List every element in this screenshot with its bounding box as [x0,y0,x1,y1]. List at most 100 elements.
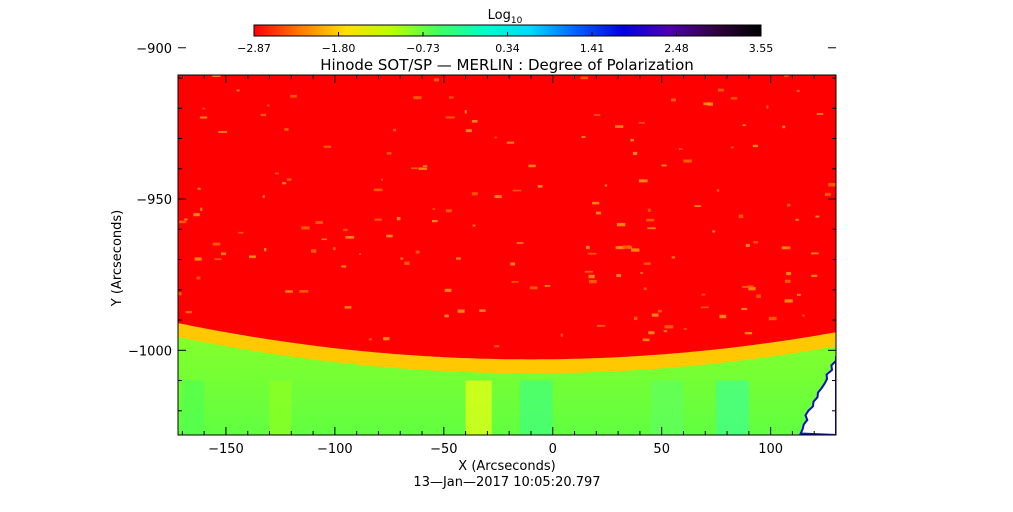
speckle [581,136,586,139]
speckle [815,215,820,218]
speckle [415,250,420,254]
speckle [323,145,332,148]
speckle [494,136,497,139]
speckle [632,151,638,156]
speckle [432,220,438,223]
speckle [671,256,675,259]
speckle [369,338,372,341]
off-limb-bright-patches [182,380,749,435]
colorbar-tick-label: 1.41 [580,42,605,55]
speckle [422,165,428,167]
speckle [544,284,551,287]
speckle [584,270,594,273]
speckle [381,178,384,181]
speckle [383,337,390,341]
speckle [510,262,516,266]
speckle [748,286,756,291]
speckle [712,230,716,233]
speckle [694,205,702,207]
speckle [647,227,656,230]
speckle [212,75,221,77]
y-axis: −900 −950 −1000 [128,42,836,412]
plot-frame [177,74,837,436]
colorbar-tick-label: 2.48 [664,42,689,55]
speckle [218,131,228,133]
speckle [797,293,801,296]
speckle [193,213,200,217]
speckle [683,159,692,163]
speckle [643,262,651,265]
x-tick-label: −50 [430,442,457,457]
speckle [784,299,793,303]
speckle [179,220,187,224]
speckle [432,208,436,210]
off-limb-patch [650,380,684,435]
speckle [345,236,355,239]
speckle [730,146,734,149]
speckle [290,94,297,98]
speckle [811,274,818,277]
speckle [796,89,800,93]
speckle [616,274,622,278]
speckle [264,248,267,252]
speckle [587,252,597,255]
speckle [663,330,668,333]
speckle [434,78,440,82]
speckle [471,120,478,123]
y-axis-label: Y (Arcseconds) [110,210,125,307]
speckle [537,185,543,188]
speckle [753,241,758,244]
speckle [404,261,410,265]
speckle [742,285,748,289]
speckle [321,238,327,241]
speckle [464,110,467,114]
speckle [178,292,182,296]
speckle [719,314,727,319]
speckle [802,314,805,317]
y-tick-label: −950 [136,193,172,208]
speckle [511,281,519,283]
speckle [661,164,667,167]
speckle [756,294,761,299]
speckle [471,192,478,196]
speckle [494,195,502,198]
colorbar-tick-label: −2.87 [237,42,271,55]
speckle [648,331,655,335]
speckle [457,309,465,313]
x-axis-label: X (Arcseconds) [458,459,555,474]
speckle [787,203,791,207]
speckle [597,324,606,327]
colorbar-label-base: Log [488,8,511,23]
speckle [301,226,310,230]
speckle [671,98,676,102]
speckle [238,231,244,234]
speckle [200,207,203,211]
x-tick-label: 0 [549,442,557,457]
speckle [744,332,753,335]
speckle [768,316,777,321]
speckle [701,293,706,296]
speckle [752,144,758,148]
speckle [664,325,674,329]
speckle [199,116,208,119]
speckle [651,313,659,317]
speckle [445,209,452,213]
speckle [374,218,382,221]
speckle [315,221,323,224]
speckle [782,125,786,129]
speckle [516,242,524,244]
speckle [282,182,287,185]
colorbar-tick-label: 3.55 [749,42,774,55]
speckle [299,290,309,293]
speckle [236,89,240,92]
speckle [638,122,645,124]
speckle [741,308,748,311]
speckle [512,189,522,192]
speckle [344,306,352,309]
x-tick-label: −100 [317,442,353,457]
on-disk-region [178,75,836,360]
speckle [783,75,789,77]
colorbar-tick-label: 0.34 [495,42,520,55]
speckle [703,102,712,106]
x-tick-label: 100 [758,442,783,457]
